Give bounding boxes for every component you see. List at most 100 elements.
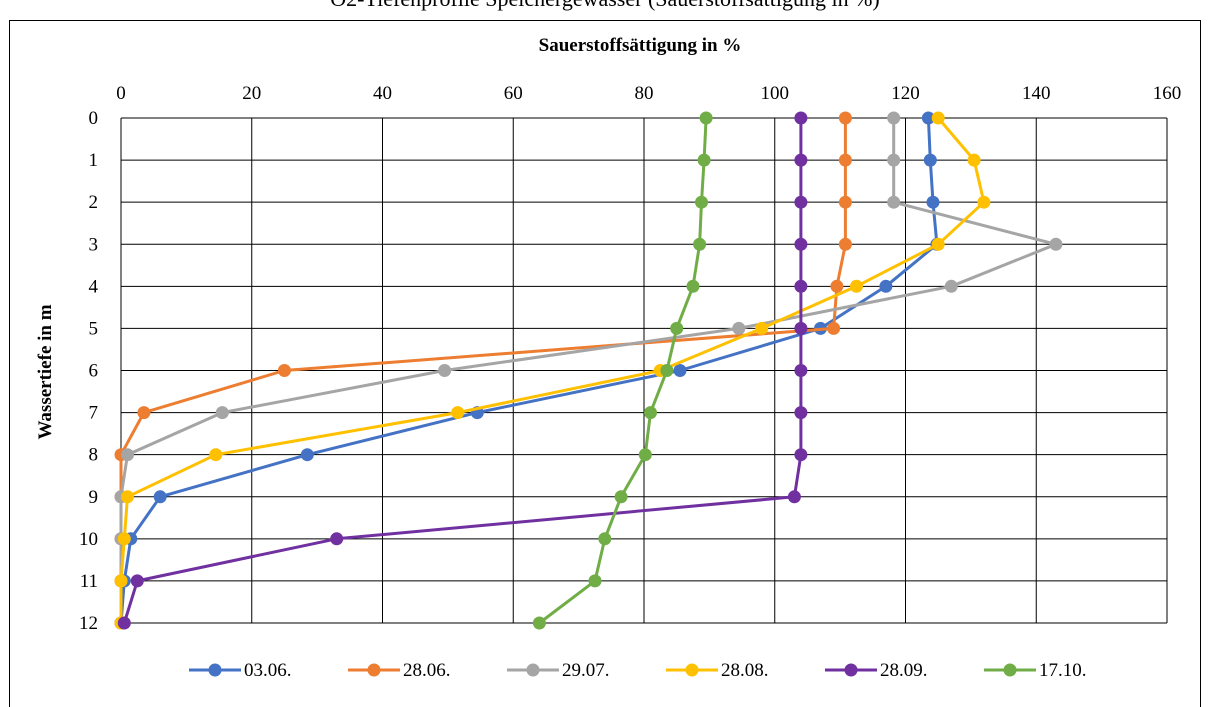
- data-point: [451, 406, 465, 420]
- data-point: [887, 195, 901, 209]
- x-tick-label: 0: [116, 83, 126, 104]
- legend-label: 28.06.: [403, 660, 451, 681]
- data-point: [215, 406, 229, 420]
- data-point: [838, 111, 852, 125]
- y-tick-label: 11: [80, 571, 98, 592]
- x-axis-title: Sauerstoffsättigung in %: [539, 35, 742, 56]
- data-point: [921, 111, 935, 125]
- data-point: [887, 153, 901, 167]
- data-point: [794, 406, 808, 420]
- x-tick-label: 20: [242, 83, 261, 104]
- data-point: [532, 616, 546, 630]
- data-point: [755, 321, 769, 335]
- data-point: [598, 532, 612, 546]
- y-tick-label: 7: [89, 403, 99, 424]
- x-tick-label: 120: [891, 83, 920, 104]
- data-point: [673, 364, 687, 377]
- data-point: [794, 111, 808, 125]
- data-point: [695, 195, 708, 209]
- data-point: [787, 490, 801, 504]
- y-tick-label: 1: [89, 150, 99, 171]
- legend: 03.06. 28.06. 29.07. 28.08. 28.09. 17.10.: [189, 660, 1087, 681]
- y-axis-title: Wassertiefe in m: [35, 304, 56, 439]
- legend-marker: [367, 663, 381, 677]
- data-point: [887, 111, 901, 125]
- grid-lines: [120, 117, 1168, 624]
- data-point: [838, 153, 852, 167]
- data-point: [209, 448, 223, 462]
- data-point: [697, 153, 711, 167]
- data-point: [830, 279, 844, 293]
- legend-marker: [1003, 663, 1017, 677]
- x-tick-label: 140: [1022, 83, 1051, 104]
- data-point: [977, 195, 991, 209]
- data-point: [827, 321, 841, 335]
- y-tick-label: 9: [89, 487, 99, 508]
- data-point: [588, 574, 602, 588]
- y-tick-label: 10: [79, 529, 98, 550]
- data-point: [794, 279, 808, 293]
- legend-label: 28.09.: [880, 660, 928, 681]
- data-point: [931, 237, 945, 251]
- legend-marker: [208, 663, 222, 677]
- data-point: [699, 111, 713, 125]
- data-point: [686, 279, 700, 293]
- data-point: [300, 448, 314, 462]
- data-point: [121, 448, 134, 462]
- data-point: [794, 237, 808, 251]
- data-point: [130, 574, 144, 588]
- y-tick-label: 8: [89, 445, 99, 466]
- data-point: [926, 195, 940, 209]
- y-tick-label: 5: [89, 318, 99, 339]
- y-tick-label: 12: [79, 613, 98, 634]
- data-point: [670, 321, 684, 335]
- data-point: [137, 406, 151, 420]
- y-tick-label: 0: [89, 108, 99, 129]
- data-point: [838, 195, 852, 209]
- x-tick-label: 80: [635, 83, 654, 104]
- data-point: [117, 532, 131, 546]
- data-point: [931, 111, 945, 125]
- data-point: [794, 153, 808, 167]
- data-point: [638, 448, 652, 462]
- chart-frame: [9, 20, 1201, 707]
- data-point: [114, 574, 128, 588]
- data-point: [794, 448, 808, 462]
- data-point: [879, 279, 893, 293]
- legend-marker: [685, 663, 699, 677]
- chart-caption: O2-Tiefenprofile Speichergewässer (Sauer…: [0, 0, 1210, 12]
- data-point: [277, 364, 291, 377]
- x-tick-label: 100: [761, 83, 790, 104]
- data-point: [967, 153, 981, 167]
- data-point: [121, 490, 134, 504]
- data-point: [944, 279, 958, 293]
- data-point: [850, 279, 863, 293]
- data-point: [838, 237, 852, 251]
- data-point: [794, 364, 808, 377]
- data-point: [923, 153, 937, 167]
- data-point: [117, 616, 131, 630]
- legend-marker: [844, 663, 858, 677]
- x-tick-label: 160: [1153, 83, 1182, 104]
- legend-label: 28.08.: [721, 660, 769, 681]
- x-tick-label: 40: [373, 83, 392, 104]
- data-point: [153, 490, 167, 504]
- y-tick-label: 2: [89, 192, 99, 213]
- data-point: [693, 237, 707, 251]
- data-point: [330, 532, 344, 546]
- data-point: [794, 195, 808, 209]
- y-tick-label: 4: [89, 276, 99, 297]
- legend-label: 03.06.: [244, 660, 292, 681]
- data-point: [732, 321, 746, 335]
- data-point: [644, 406, 657, 420]
- legend-label: 29.07.: [562, 660, 610, 681]
- data-point: [1049, 237, 1063, 251]
- legend-label: 17.10.: [1039, 660, 1087, 681]
- x-tick-label: 60: [504, 83, 523, 104]
- data-point: [438, 364, 452, 377]
- data-point: [660, 364, 674, 377]
- y-tick-label: 6: [89, 361, 99, 382]
- series-lines: [114, 111, 1063, 630]
